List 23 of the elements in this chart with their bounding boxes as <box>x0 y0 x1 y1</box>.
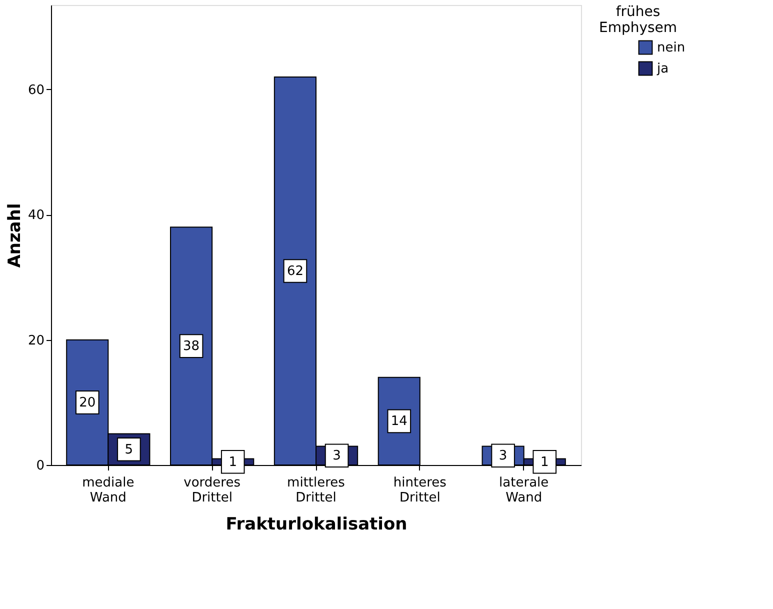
data-label: 20 <box>79 395 96 410</box>
y-tick-label: 20 <box>28 333 44 348</box>
data-label: 1 <box>540 454 549 470</box>
legend-label: nein <box>657 40 686 56</box>
x-tick-label: vorderes Drittel <box>184 476 241 506</box>
y-tick-label: 60 <box>28 82 44 98</box>
y-axis-title: Anzahl <box>4 203 25 268</box>
data-label: 62 <box>286 264 304 279</box>
legend-label: ja <box>656 62 669 76</box>
data-label: 3 <box>498 448 508 464</box>
data-label: 1 <box>228 454 238 470</box>
x-tick-label: laterale Wand <box>499 476 549 506</box>
x-tick-label: mediale Wand <box>82 476 134 506</box>
data-label: 5 <box>124 442 134 458</box>
x-tick-label: hinteres Drittel <box>393 476 447 506</box>
data-label: 14 <box>390 414 408 430</box>
y-tick-label: 0 <box>36 458 44 474</box>
data-label: 3 <box>332 448 341 464</box>
legend-title: frühes Emphysem <box>598 4 678 36</box>
data-label: 38 <box>183 339 200 354</box>
x-axis-title: Frakturlokalisation <box>226 514 408 534</box>
x-tick-label: mittleres Drittel <box>287 476 346 506</box>
y-tick-label: 40 <box>28 208 44 224</box>
